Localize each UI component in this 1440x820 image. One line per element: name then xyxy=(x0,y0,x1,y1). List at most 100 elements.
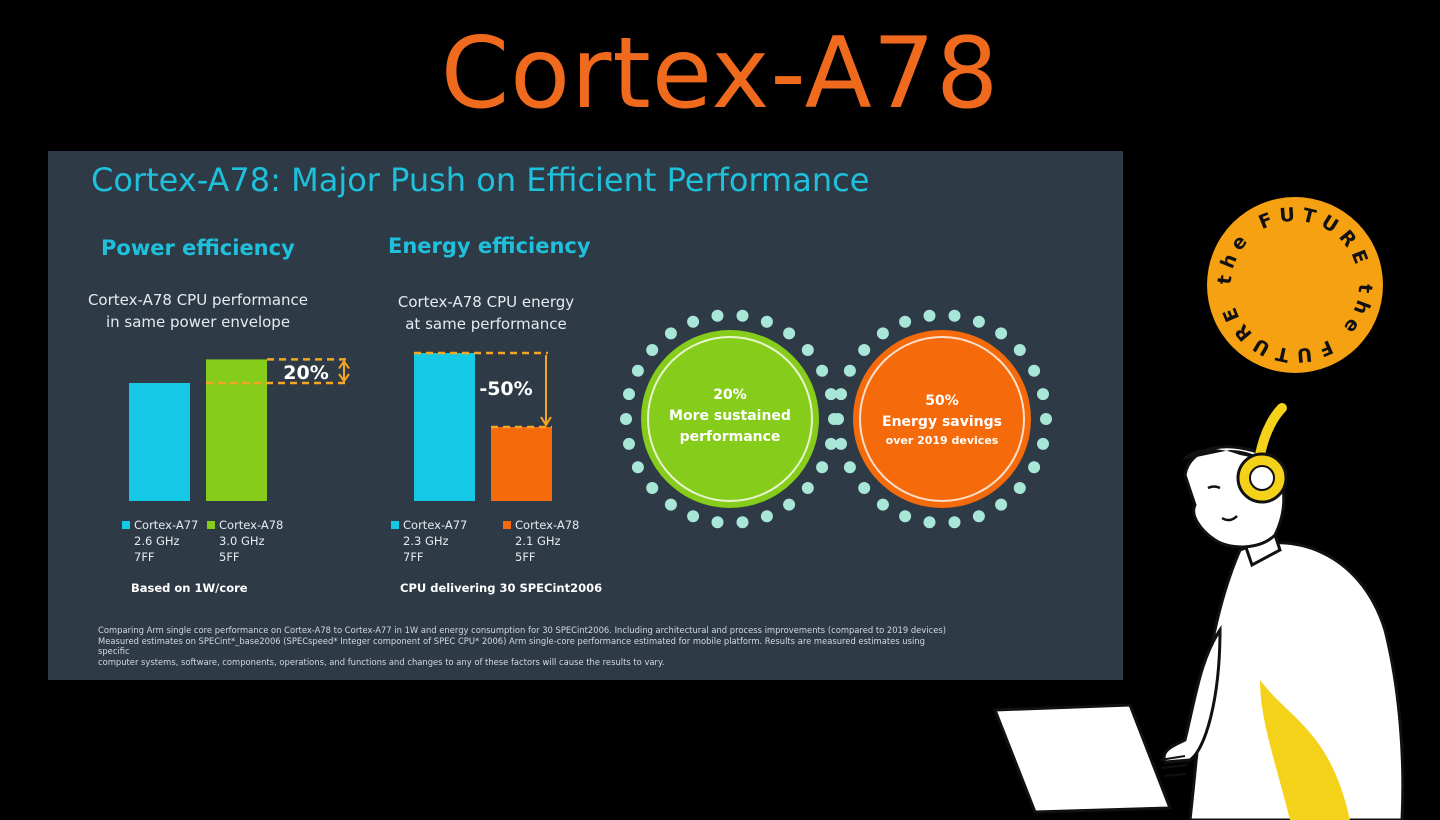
eye-shape xyxy=(1207,485,1221,490)
headphone-inner-icon xyxy=(1249,465,1275,491)
ring-dot xyxy=(711,516,724,529)
ring-dot xyxy=(631,461,644,474)
mouth-shape xyxy=(1221,515,1238,522)
legend-item-a78-power: Cortex-A78 3.0 GHz 5FF xyxy=(207,517,283,565)
power-efficiency-heading: Power efficiency xyxy=(101,236,295,260)
laptop-icon xyxy=(992,703,1173,814)
ring-dot xyxy=(899,510,912,523)
ring-dot xyxy=(1028,364,1041,377)
bar-cortex-a78 xyxy=(491,427,552,501)
slide-title: Cortex-A78: Major Push on Efficient Perf… xyxy=(91,161,870,199)
ring-dot xyxy=(783,498,796,511)
fingers-shape xyxy=(1159,755,1188,777)
performance-highlight-text: 20% More sustained performance xyxy=(650,385,810,448)
ring-dot xyxy=(623,388,635,401)
page-title: Cortex-A78 xyxy=(440,17,1000,131)
ring-dot xyxy=(1013,344,1026,356)
ring-dot xyxy=(736,309,749,322)
legend-item-a78-energy: Cortex-A78 2.1 GHz 5FF xyxy=(503,517,579,565)
legend-swatch xyxy=(122,521,130,529)
legend-detail: 7FF xyxy=(403,550,424,564)
ring-dot xyxy=(816,364,829,377)
energy-basis-note: CPU delivering 30 SPECint2006 xyxy=(400,581,603,595)
energy-dot-ring xyxy=(832,309,1052,529)
ring-dot xyxy=(687,315,700,328)
highlight-line: performance xyxy=(679,429,781,445)
highlight-line: More sustained xyxy=(669,408,791,424)
energy-highlight-text: 50% Energy savings over 2019 devices xyxy=(862,391,1022,449)
ring-dot xyxy=(631,364,644,377)
ring-dot xyxy=(923,309,936,322)
highlight-circles xyxy=(620,309,1052,529)
energy-efficiency-subtitle: Cortex-A78 CPU energy at same performanc… xyxy=(366,291,606,335)
ring-dot xyxy=(835,437,847,450)
delta-arrow-head-down xyxy=(540,416,552,427)
ring-dot xyxy=(711,309,724,322)
ring-dot xyxy=(783,327,796,340)
delta-label: -50% xyxy=(479,378,532,400)
ring-dot xyxy=(858,482,871,494)
power-basis-note: Based on 1W/core xyxy=(131,581,248,595)
ring-dot xyxy=(1037,388,1049,401)
legend-detail: 2.3 GHz xyxy=(403,534,449,548)
ring-dot xyxy=(835,388,847,401)
ring-dot xyxy=(801,344,814,356)
subtitle-line: in same power envelope xyxy=(105,313,291,331)
ring-dot xyxy=(972,510,985,523)
bar-charts: 20% -50% xyxy=(129,351,552,501)
legend-name: Cortex-A78 xyxy=(515,518,580,532)
ring-dot xyxy=(760,315,773,328)
performance-circle xyxy=(641,330,819,508)
ring-dot xyxy=(1013,482,1026,494)
ring-dot xyxy=(948,516,961,529)
energy-circle xyxy=(853,330,1031,508)
highlight-sub: over 2019 devices xyxy=(885,434,999,447)
delta-arrow-head-up xyxy=(338,359,350,369)
ring-dot xyxy=(664,327,677,340)
slide: Cortex-A78: Major Push on Efficient Perf… xyxy=(48,151,1123,680)
ring-dot xyxy=(923,516,936,529)
ring-dot xyxy=(664,498,677,511)
person-illustration xyxy=(992,403,1405,820)
delta-label: 20% xyxy=(283,362,328,384)
ring-dot xyxy=(825,437,837,450)
subtitle-line: Cortex-A78 CPU energy xyxy=(397,293,575,311)
ring-dot xyxy=(760,510,773,523)
legend-name: Cortex-A77 xyxy=(134,518,199,532)
legend-detail: 2.1 GHz xyxy=(515,534,561,548)
ring-dot xyxy=(801,482,814,494)
ring-dot xyxy=(736,516,749,529)
ring-dot xyxy=(858,344,871,356)
ring-dot xyxy=(646,344,659,356)
legend-detail: 5FF xyxy=(515,550,536,564)
subtitle-line: at same performance xyxy=(405,315,567,333)
legend-detail: 3.0 GHz xyxy=(219,534,265,548)
ring-dot xyxy=(687,510,700,523)
ring-dot xyxy=(1028,461,1041,474)
bar-cortex-a77 xyxy=(129,383,190,501)
ring-dot xyxy=(620,413,632,425)
ring-dot xyxy=(1040,413,1052,425)
ring-dot xyxy=(972,315,985,328)
legend-detail: 5FF xyxy=(219,550,240,564)
performance-circle-ring xyxy=(647,336,813,502)
ring-dot xyxy=(825,388,837,401)
legend-item-a77-power: Cortex-A77 2.6 GHz 7FF xyxy=(122,517,198,565)
ring-dot xyxy=(843,461,856,474)
ring-dot xyxy=(995,498,1008,511)
ring-dot xyxy=(832,413,844,425)
ring-dot xyxy=(843,364,856,377)
footnote-line: computer systems, software, components, … xyxy=(98,656,665,667)
legend-item-a77-energy: Cortex-A77 2.3 GHz 7FF xyxy=(391,517,467,565)
ring-dot xyxy=(899,315,912,328)
delta-arrow-head-down xyxy=(338,373,350,383)
legend-detail: 7FF xyxy=(134,550,155,564)
ring-dot xyxy=(948,309,961,322)
legend-name: Cortex-A78 xyxy=(219,518,284,532)
energy-efficiency-heading: Energy efficiency xyxy=(388,234,591,258)
highlight-value: 50% xyxy=(925,393,959,409)
ring-dot xyxy=(816,461,829,474)
future-badge: the FUTURE the FUTURE xyxy=(1207,197,1383,373)
footnote-line: Measured estimates on SPECint*_base2006 … xyxy=(98,635,925,657)
badge-disc xyxy=(1207,197,1383,373)
